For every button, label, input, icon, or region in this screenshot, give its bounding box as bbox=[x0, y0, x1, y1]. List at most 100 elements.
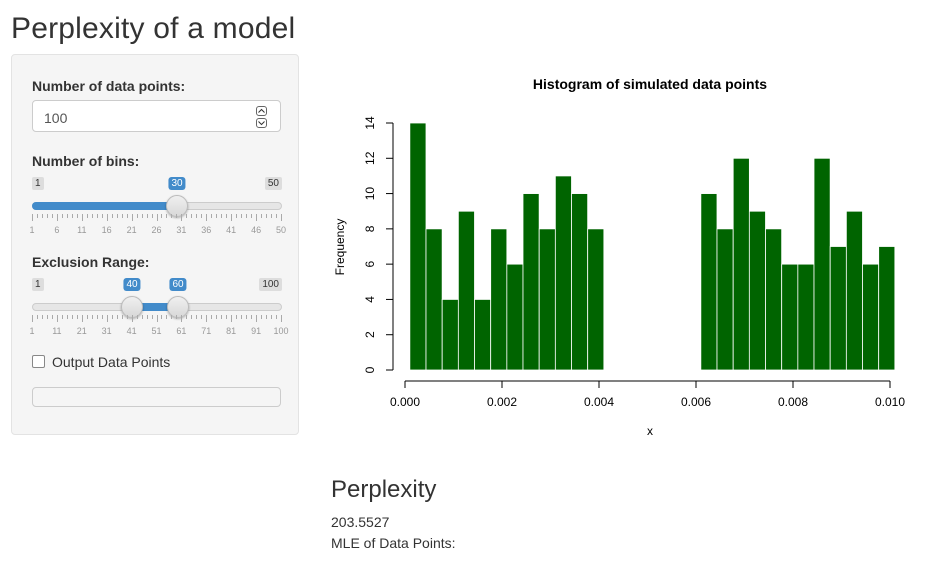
slider-tick bbox=[226, 214, 228, 218]
slider-tick bbox=[256, 315, 258, 322]
histogram-bar bbox=[797, 263, 815, 371]
slider-tick bbox=[221, 214, 223, 218]
slider-tick bbox=[181, 315, 183, 322]
slider-tick bbox=[276, 214, 278, 218]
x-tick-label: 0.000 bbox=[390, 395, 420, 409]
slider-tick bbox=[56, 214, 58, 221]
slider-tick bbox=[116, 214, 118, 218]
slider-tick bbox=[161, 315, 163, 319]
num-bins-max: 50 bbox=[264, 177, 282, 190]
histogram-bar bbox=[781, 263, 799, 371]
slider-grid-label: 50 bbox=[275, 225, 287, 235]
slider-tick bbox=[281, 214, 282, 221]
slider-tick bbox=[111, 315, 113, 319]
slider-tick bbox=[266, 214, 268, 218]
spin-down-icon[interactable] bbox=[256, 118, 267, 128]
slider-grid-label: 41 bbox=[226, 225, 237, 235]
slider-tick bbox=[141, 214, 143, 218]
slider-tick bbox=[141, 315, 143, 319]
histogram-bar bbox=[425, 228, 443, 371]
perplexity-value: 203.5527 bbox=[331, 514, 390, 530]
exclusion-label: Exclusion Range: bbox=[32, 254, 150, 270]
checkbox-box[interactable] bbox=[32, 355, 45, 368]
slider-tick bbox=[131, 214, 133, 221]
slider-tick bbox=[66, 315, 68, 319]
slider-tick bbox=[126, 214, 128, 218]
y-tick-label: 12 bbox=[363, 151, 377, 165]
slider-tick bbox=[36, 315, 38, 319]
num-bins-label: Number of bins: bbox=[32, 153, 140, 169]
histogram-bar bbox=[700, 193, 718, 371]
slider-tick bbox=[166, 315, 168, 319]
slider-tick bbox=[136, 315, 138, 319]
slider-tick bbox=[186, 214, 188, 218]
slider-grid-label: 51 bbox=[151, 326, 162, 336]
exclusion-fill bbox=[132, 303, 178, 311]
slider-tick bbox=[156, 315, 158, 322]
exclusion-from-value: 40 bbox=[123, 278, 141, 291]
slider-tick bbox=[96, 214, 98, 218]
num-bins-slider[interactable]: 1 50 30 1 6 11 16 21 26 31 36 41 46 50 bbox=[29, 177, 286, 237]
slider-tick bbox=[156, 214, 158, 221]
slider-tick bbox=[266, 315, 268, 319]
x-tick-label: 0.006 bbox=[681, 395, 711, 409]
slider-grid-label: 6 bbox=[54, 225, 60, 235]
input-sidebar: Number of data points: 100 Number of bin… bbox=[11, 54, 299, 435]
slider-tick bbox=[131, 315, 133, 322]
histogram-bar bbox=[409, 122, 427, 371]
slider-tick bbox=[216, 214, 218, 218]
slider-tick bbox=[216, 315, 218, 319]
slider-tick bbox=[46, 214, 48, 218]
slider-tick bbox=[61, 214, 63, 218]
y-tick-label: 0 bbox=[363, 366, 377, 373]
slider-tick bbox=[146, 315, 148, 319]
slider-grid-label: 1 bbox=[29, 225, 35, 235]
slider-grid-label: 31 bbox=[176, 225, 187, 235]
exclusion-max: 100 bbox=[259, 278, 282, 291]
slider-tick bbox=[186, 315, 188, 319]
slider-tick bbox=[171, 214, 173, 218]
slider-tick bbox=[241, 214, 243, 218]
exclusion-to-handle[interactable] bbox=[167, 296, 189, 318]
chart-title: Histogram of simulated data points bbox=[533, 76, 767, 92]
slider-tick bbox=[41, 315, 43, 319]
slider-tick bbox=[66, 214, 68, 218]
slider-tick bbox=[211, 315, 213, 319]
histogram-bar bbox=[862, 263, 880, 371]
slider-tick bbox=[76, 214, 78, 218]
slider-tick bbox=[81, 315, 83, 322]
histogram-bar bbox=[829, 246, 847, 371]
slider-tick bbox=[166, 214, 168, 218]
slider-tick bbox=[181, 214, 183, 221]
slider-tick bbox=[91, 214, 93, 218]
slider-tick bbox=[151, 315, 153, 319]
slider-tick bbox=[81, 214, 83, 221]
spin-up-icon[interactable] bbox=[256, 106, 267, 116]
histogram-bar bbox=[506, 263, 524, 371]
slider-tick bbox=[161, 214, 163, 218]
y-tick-label: 2 bbox=[363, 331, 377, 338]
exclusion-slider[interactable]: 1 100 40 60 1 11 21 31 41 51 61 71 81 91 100 bbox=[29, 278, 289, 338]
slider-grid-label: 41 bbox=[126, 326, 137, 336]
slider-tick bbox=[91, 315, 93, 319]
slider-grid-label: 26 bbox=[151, 225, 162, 235]
slider-tick bbox=[46, 315, 48, 319]
exclusion-to-value: 60 bbox=[169, 278, 187, 291]
num-points-input[interactable]: 100 bbox=[32, 100, 281, 132]
histogram-chart: Histogram of simulated data points Frequ… bbox=[333, 76, 905, 438]
num-bins-ticks bbox=[32, 214, 282, 222]
slider-grid-label: 16 bbox=[101, 225, 112, 235]
slider-tick bbox=[201, 315, 203, 319]
slider-tick bbox=[226, 315, 228, 319]
slider-tick bbox=[61, 315, 63, 319]
slider-tick bbox=[32, 214, 33, 221]
slider-tick bbox=[71, 214, 73, 218]
slider-grid-label: 100 bbox=[273, 326, 289, 336]
slider-tick bbox=[146, 214, 148, 218]
slider-tick bbox=[251, 315, 253, 319]
y-tick-label: 8 bbox=[363, 225, 377, 232]
slider-grid-label: 1 bbox=[29, 326, 35, 336]
slider-grid-label: 46 bbox=[251, 225, 262, 235]
slider-grid-label: 91 bbox=[251, 326, 262, 336]
histogram-bar bbox=[441, 299, 459, 371]
